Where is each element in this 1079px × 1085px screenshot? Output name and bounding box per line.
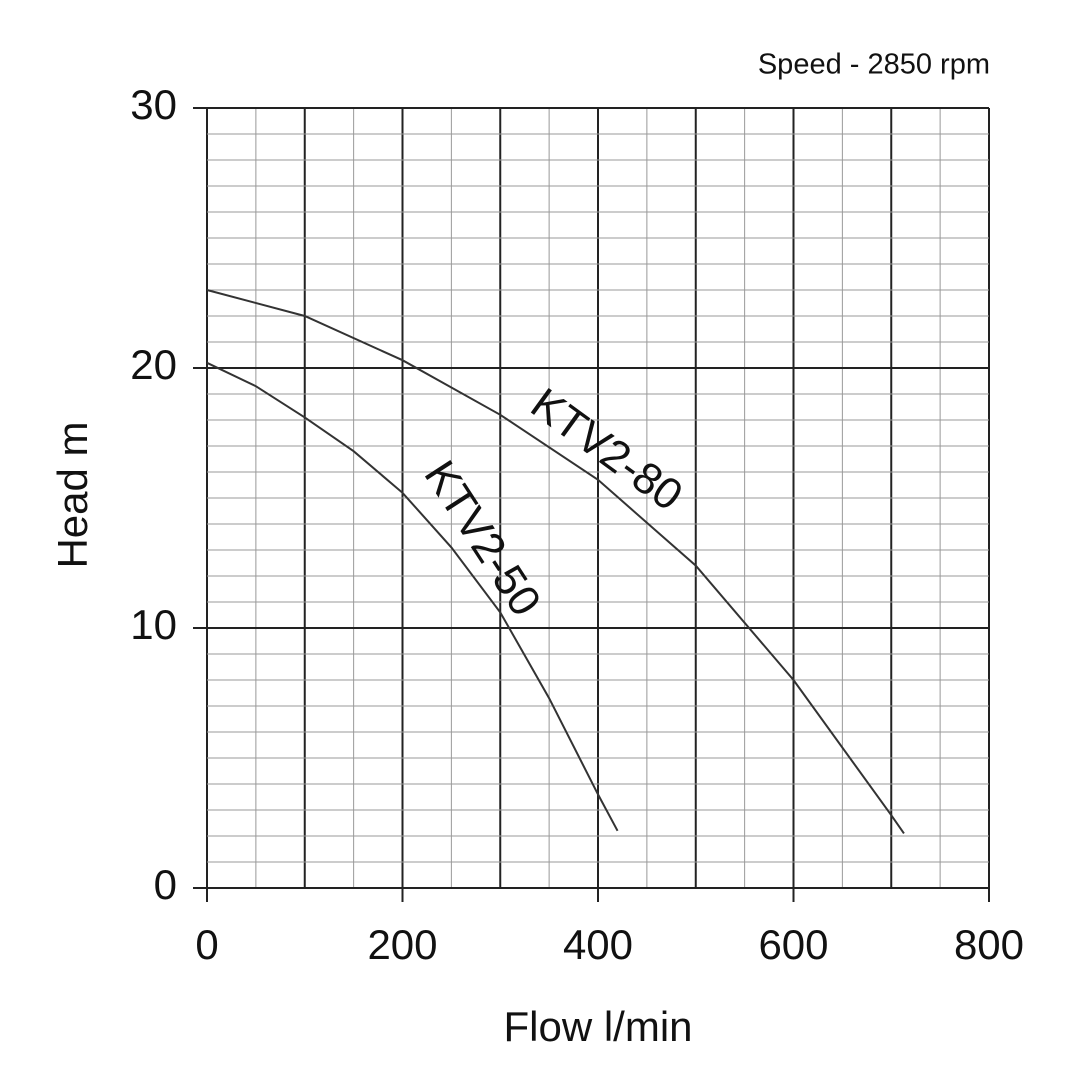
x-tick-label: 800 (954, 921, 1024, 968)
series-line (206, 289, 905, 834)
x-tick-label: 600 (758, 921, 828, 968)
x-tick-label: 200 (367, 921, 437, 968)
y-tick-label: 0 (154, 861, 177, 908)
series-label: KTV2-80 (522, 379, 691, 521)
y-tick-label: 20 (130, 341, 177, 388)
chart-subtitle: Speed - 2850 rpm (758, 49, 990, 81)
series-label: KTV2-50 (415, 452, 551, 624)
x-tick-label: 400 (563, 921, 633, 968)
x-axis-label: Flow l/min (503, 1003, 692, 1050)
y-tick-label: 30 (130, 81, 177, 128)
x-tick-label: 0 (195, 921, 218, 968)
series-line (206, 361, 619, 832)
y-axis-label: Head m (49, 421, 96, 568)
y-tick-label: 10 (130, 601, 177, 648)
